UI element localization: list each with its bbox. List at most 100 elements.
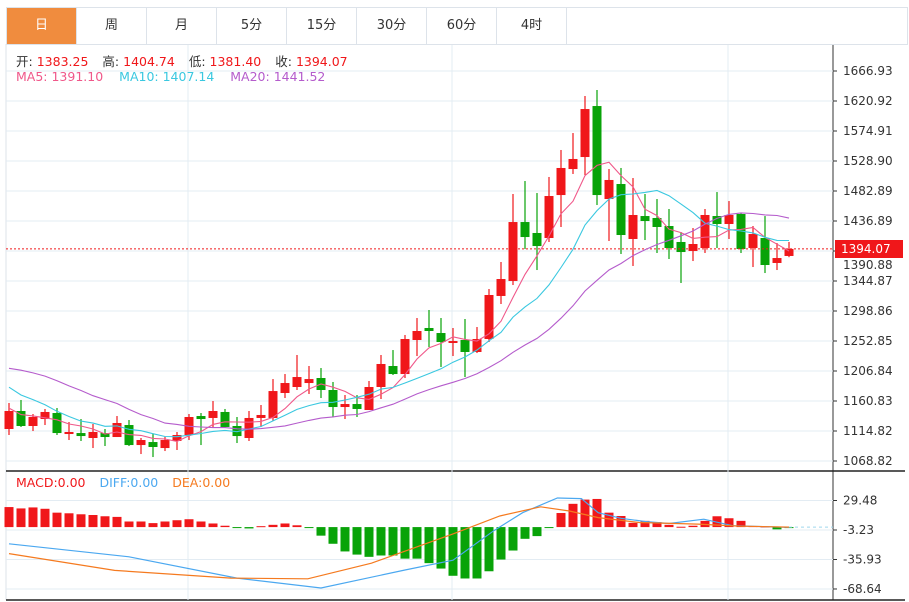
macd-bar [520,527,530,539]
candle-body [76,433,86,437]
tab-30min[interactable]: 30分 [357,8,427,44]
tab-day[interactable]: 日 [7,8,77,44]
macd-bar [316,527,326,536]
price-axis: 1666.93 1620.92 1574.91 1528.90 1482.89 1436.… [833,64,893,468]
price-tick-label: 1298.86 [843,304,893,318]
tab-60min[interactable]: 60分 [427,8,497,44]
candle-body [4,411,14,429]
candle-body [412,330,422,340]
ma5-value: MA5: 1391.10 [16,69,104,84]
close-value: 1394.07 [295,54,348,69]
candle-body [352,404,362,409]
macd-bar [100,516,110,528]
macd-bar [232,527,242,529]
candle-body [664,226,674,248]
candle-body [304,379,314,384]
tab-week[interactable]: 周 [77,8,147,44]
macd-bar [580,499,590,528]
price-tick-label: 1390.88 [843,258,893,272]
open-value: 1383.25 [36,54,89,69]
macd-bar [508,527,518,551]
candle-body [196,416,206,420]
candle-body [340,404,350,408]
macd-bar [148,523,158,528]
ma20-value: MA20: 1441.52 [230,69,326,84]
macd-bar [184,519,194,528]
tabs-filler [567,8,908,44]
candle-body [424,327,434,331]
candle-body [760,238,770,266]
macd-bar [376,527,386,556]
candle-body [400,339,410,375]
ma10-value: MA10: 1407.14 [119,69,215,84]
macd-bar [724,518,734,528]
macd-bar [220,525,230,528]
price-tick-label: 1206.84 [843,364,893,378]
macd-bar [592,498,602,528]
ma-lines [8,161,790,442]
price-tick-label: 1436.89 [843,214,893,228]
macd-tick-label: -35.93 [843,552,882,566]
candle-body [136,440,146,446]
macd-bar [172,520,182,528]
macd-tick-label: 29.48 [843,494,877,508]
macd-bar [244,527,254,529]
candle-body [508,222,518,281]
macd-bar [496,527,506,560]
macd-bar [52,512,62,528]
candle-body [688,244,698,251]
macd-bar [256,526,266,528]
macd-bar [304,527,314,529]
macd-bar [484,527,494,572]
candle-body [232,425,242,437]
candle-body [148,442,158,447]
candle-body [364,387,374,411]
macd-bar [628,522,638,528]
candles [4,89,833,458]
grid [5,44,905,601]
macd-bar [532,527,542,537]
macd-bar [568,503,578,528]
macd-bar [268,524,278,528]
tab-15min[interactable]: 15分 [287,8,357,44]
macd-tick-label: -68.64 [843,582,882,596]
candle-body [208,411,218,418]
candle-body [244,417,254,438]
macd-bar [556,513,566,528]
macd-bar [4,507,14,528]
candle-body [676,241,686,253]
tab-4hour[interactable]: 4时 [497,8,567,44]
ohlc-info: 开: 1383.25 高: 1404.74 低: 1381.40 收: 1394.07 [16,51,358,70]
macd-bar [352,527,362,555]
candle-body [712,216,722,224]
candle-body [604,179,614,200]
macd-bar [604,512,614,528]
candle-body [112,422,122,438]
tab-month[interactable]: 月 [147,8,217,44]
candle-body [268,391,278,418]
macd-bar [64,513,74,528]
macd-bar [112,516,122,528]
candle-body [292,377,302,388]
close-label: 收: [275,54,292,69]
macd-bar [544,527,554,529]
tab-5min[interactable]: 5分 [217,8,287,44]
candle-body [328,390,338,408]
candle-body [88,431,98,438]
macd-bar [196,521,206,528]
macd-bar [88,515,98,528]
open-label: 开: [16,54,33,69]
price-tick-label: 1160.83 [843,394,893,408]
high-label: 高: [102,54,120,69]
macd-bar [40,508,50,528]
candle-body [628,214,638,239]
candle-body [496,279,506,296]
macd-info: MACD:0.00 DIFF:0.00 DEA:0.00 [16,475,234,490]
macd-bar [688,525,698,528]
candle-body [544,196,554,239]
low-value: 1381.40 [209,54,262,69]
macd-bar [460,527,470,579]
macd-bar [28,507,38,528]
candle-body [280,383,290,394]
